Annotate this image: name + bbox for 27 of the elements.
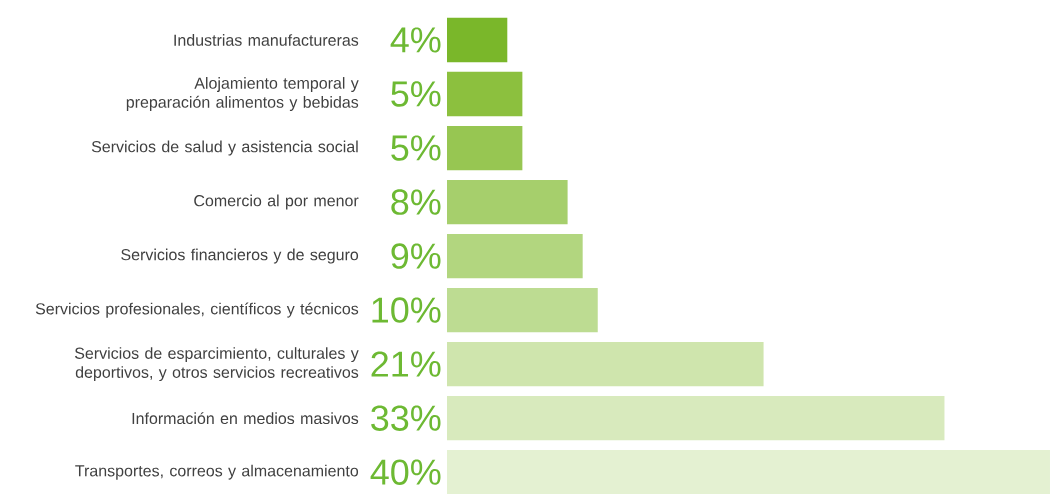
bar [447, 17, 508, 62]
data-label: 5% [391, 81, 441, 107]
bar [447, 179, 568, 225]
y-tick-label: Servicios de salud y asistencia social [91, 140, 358, 156]
bar [447, 449, 1050, 494]
y-tick-label: Servicios de esparcimiento, culturales y deportivos, y otros servicios recreativos [74, 347, 359, 381]
data-label: 40% [370, 459, 441, 485]
data-label: 8% [391, 189, 441, 215]
bar [447, 341, 764, 387]
bar [447, 395, 945, 441]
bar [447, 125, 523, 171]
bar [447, 287, 598, 333]
y-tick-label: Alojamiento temporal y preparación alimentos y bebidas [126, 76, 359, 111]
data-label: 5% [391, 135, 441, 161]
y-tick-label: Transportes, correos y almacenamiento [75, 464, 359, 480]
y-tick-label: Información en medios masivos [132, 412, 359, 424]
bar [447, 233, 583, 279]
y-tick-label: Servicios financieros y de seguro [121, 248, 359, 264]
data-label: 4% [390, 27, 441, 53]
y-tick-label: Comercio al por menor [194, 194, 359, 210]
data-label: 21% [371, 351, 441, 377]
y-tick-label: Industrias manufactureras [174, 33, 359, 46]
data-label: 33% [371, 405, 441, 431]
data-label: 10% [372, 297, 441, 323]
data-label: 9% [391, 243, 441, 269]
bar [447, 71, 523, 116]
y-tick-label: Servicios profesionales, científicos y técnicos [35, 302, 359, 318]
